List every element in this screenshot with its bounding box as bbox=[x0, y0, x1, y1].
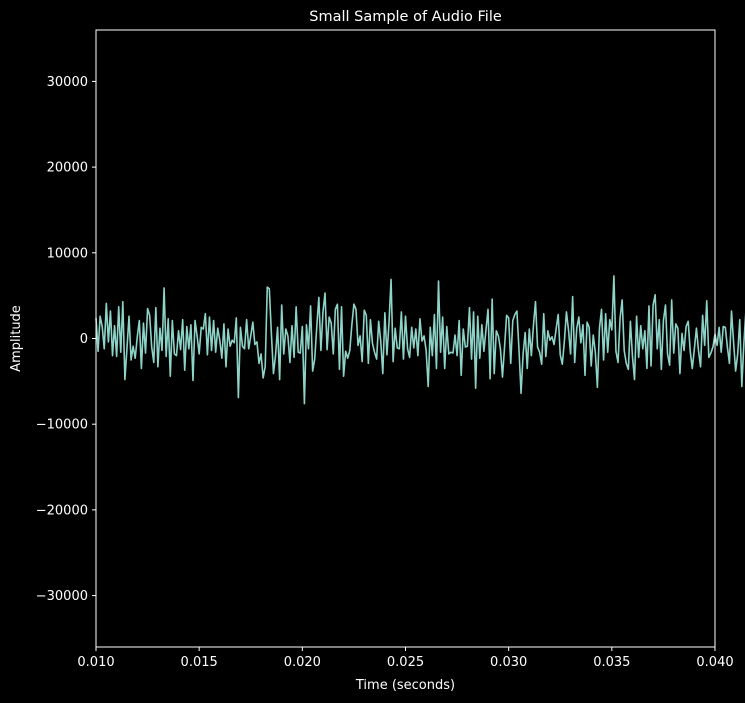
y-tick-label: −20000 bbox=[36, 503, 88, 518]
x-tick-label: 0.030 bbox=[490, 655, 527, 670]
y-axis-label: Amplitude bbox=[9, 305, 24, 372]
x-tick-label: 0.025 bbox=[387, 655, 424, 670]
chart-title: Small Sample of Audio File bbox=[309, 9, 502, 25]
y-tick-label: 0 bbox=[80, 332, 88, 347]
y-tick-label: 20000 bbox=[47, 161, 88, 176]
y-tick-label: −10000 bbox=[36, 418, 88, 433]
y-tick-label: 10000 bbox=[47, 246, 88, 261]
plot-background bbox=[96, 30, 715, 647]
x-tick-label: 0.040 bbox=[696, 655, 733, 670]
y-tick-label: 30000 bbox=[47, 75, 88, 90]
x-axis-ticks: 0.010 0.015 0.020 0.025 0.030 0.035 0.040 bbox=[77, 647, 734, 670]
x-tick-label: 0.015 bbox=[181, 655, 218, 670]
series-line-0 bbox=[95, 275, 745, 405]
x-tick-label: 0.035 bbox=[593, 655, 630, 670]
x-tick-label: 0.010 bbox=[77, 655, 114, 670]
x-tick-label: 0.020 bbox=[284, 655, 321, 670]
x-axis-label: Time (seconds) bbox=[355, 678, 455, 693]
y-axis-ticks: −30000 −20000 −10000 0 10000 20000 30000 bbox=[36, 75, 96, 604]
series-layer bbox=[95, 275, 745, 405]
y-tick-label: −30000 bbox=[36, 589, 88, 604]
